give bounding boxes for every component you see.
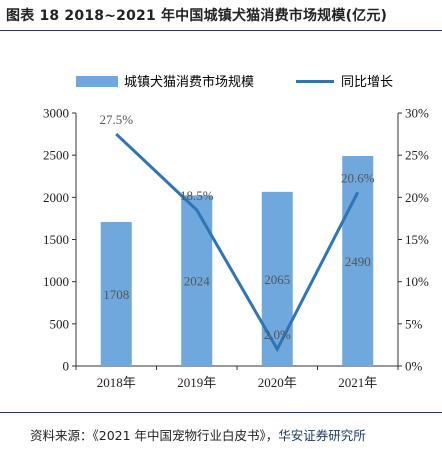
line-series <box>115 132 360 353</box>
left-tick-label: 1000 <box>43 274 69 289</box>
bar-value-label: 1708 <box>103 287 129 302</box>
x-tick-label: 2018年 <box>97 375 136 390</box>
legend-label-bar: 城镇犬猫消费市场规模 <box>124 74 254 90</box>
figure-title: 图表 18 2018~2021 年中国城镇犬猫消费市场规模(亿元) <box>6 8 388 24</box>
x-tick-label: 2019年 <box>177 375 216 390</box>
right-tick-label: 15% <box>405 232 429 247</box>
x-tick-label: 2020年 <box>258 375 297 390</box>
footer-rule <box>0 412 442 413</box>
right-tick-label: 20% <box>405 190 429 205</box>
left-tick-label: 3000 <box>43 106 69 121</box>
bar-value-label: 2490 <box>345 254 371 269</box>
bar <box>100 221 132 366</box>
source-lead: 资料来源：《2021 年中国宠物行业白皮书》， <box>30 428 279 443</box>
line-value-label: 27.5% <box>99 112 133 127</box>
left-tick-label: 2500 <box>43 148 69 163</box>
line-value-label: 2.0% <box>264 327 291 342</box>
right-tick-label: 10% <box>405 274 429 289</box>
bar-series <box>100 156 374 366</box>
bar-value-label: 2024 <box>184 274 211 289</box>
legend-swatch-bar <box>76 76 118 87</box>
left-tick-label: 500 <box>50 316 70 331</box>
left-tick-label: 2000 <box>43 190 69 205</box>
chart-axes: 0 500 1000 1500 2000 2500 3000 0% 5% 10% 15% 20% 25%… <box>43 106 429 391</box>
source-tail: 华安证券研究所 <box>278 428 366 443</box>
left-tick-label: 1500 <box>43 232 69 247</box>
line-data-labels: 27.5% 18.5% 2.0% 20.6% <box>99 112 374 342</box>
legend-label-line: 同比增长 <box>341 75 393 90</box>
line-value-label: 18.5% <box>180 188 214 203</box>
right-tick-label: 25% <box>405 148 429 163</box>
title-rule <box>0 30 442 31</box>
source-note: 资料来源：《2021 年中国宠物行业白皮书》，华安证券研究所 <box>30 425 366 444</box>
bar-data-labels: 1708 2024 2065 2490 <box>103 254 371 302</box>
growth-line <box>115 132 360 353</box>
chart: 城镇犬猫消费市场规模 同比增长 0 500 1000 1500 2000 2500 3000… <box>43 74 429 391</box>
right-tick-label: 0% <box>405 359 423 374</box>
x-tick-label: 2021年 <box>338 375 377 390</box>
bar-value-label: 2065 <box>264 272 290 287</box>
right-tick-label: 30% <box>405 106 429 121</box>
left-tick-label: 0 <box>63 359 70 374</box>
bar <box>342 156 374 366</box>
line-value-label: 20.6% <box>341 170 375 185</box>
bar <box>261 191 293 366</box>
chart-legend: 城镇犬猫消费市场规模 同比增长 <box>76 74 393 90</box>
right-tick-label: 5% <box>405 316 423 331</box>
bar <box>181 195 213 366</box>
